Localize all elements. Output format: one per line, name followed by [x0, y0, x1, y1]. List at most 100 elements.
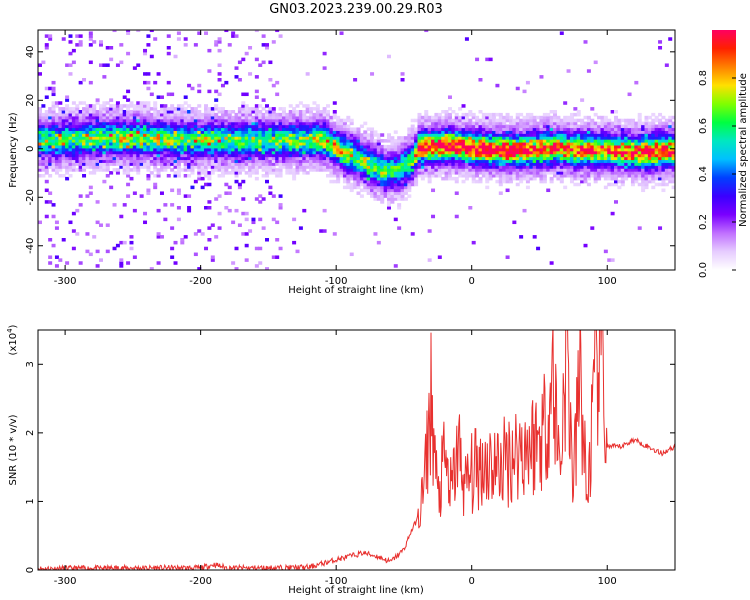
heatmap-cell [268, 78, 273, 82]
heatmap-cell [349, 162, 354, 166]
heatmap-cell [522, 133, 527, 137]
heatmap-cell [529, 156, 534, 161]
heatmap-cell [620, 150, 625, 155]
heatmap-cell [536, 144, 541, 149]
heatmap-cell [403, 179, 408, 184]
heatmap-cell [48, 159, 53, 163]
heatmap-cell [309, 133, 314, 137]
heatmap-cell [610, 159, 615, 163]
heatmap-cell [525, 124, 530, 129]
heatmap-cell [441, 147, 446, 152]
heatmap-cell [82, 133, 87, 137]
heatmap-cell [126, 171, 131, 175]
heatmap-cell [454, 150, 459, 155]
heatmap-cell [519, 171, 524, 175]
heatmap-cell [136, 104, 141, 108]
heatmap-cell [532, 144, 537, 149]
heatmap-cell [278, 121, 283, 126]
heatmap-cell [403, 153, 408, 158]
heatmap-cell [58, 144, 63, 149]
heatmap-cell [271, 217, 276, 222]
heatmap-cell [471, 115, 476, 120]
heatmap-cell [146, 153, 151, 158]
heatmap-cell [156, 171, 161, 175]
heatmap-cell [393, 142, 398, 146]
heatmap-cell [583, 165, 588, 169]
heatmap-cell [671, 115, 675, 120]
heatmap-cell [424, 156, 429, 161]
heatmap-cell [434, 144, 439, 149]
heatmap-cell [159, 147, 164, 152]
heatmap-cell [92, 104, 97, 108]
heatmap-cell [583, 121, 588, 126]
heatmap-cell [265, 162, 270, 166]
heatmap-cell [129, 156, 134, 161]
heatmap-cell [502, 176, 507, 181]
heatmap-cell [363, 168, 368, 172]
heatmap-cell [332, 101, 337, 105]
heatmap-cell [569, 124, 574, 129]
heatmap-cell [122, 147, 127, 152]
heatmap-cell [641, 168, 646, 172]
heatmap-cell [251, 168, 256, 172]
heatmap-cell [234, 66, 239, 70]
heatmap-cell [305, 150, 310, 155]
heatmap-cell [295, 147, 300, 152]
heatmap-cell [630, 153, 635, 158]
heatmap-cell [278, 159, 283, 163]
heatmap-cell [468, 147, 473, 152]
heatmap-cell [51, 118, 56, 123]
heatmap-cell [492, 124, 497, 129]
heatmap-cell [98, 150, 103, 155]
heatmap-cell [190, 86, 195, 91]
heatmap-cell [600, 115, 605, 120]
heatmap-cell [254, 150, 259, 155]
heatmap-cell [237, 153, 242, 158]
heatmap-cell [475, 165, 480, 169]
heatmap-cell [536, 171, 541, 175]
heatmap-cell [431, 147, 436, 152]
heatmap-cell [444, 133, 449, 137]
heatmap-cell [98, 130, 103, 134]
heatmap-cell [275, 92, 280, 97]
heatmap-cell [261, 144, 266, 149]
heatmap-cell [386, 203, 391, 207]
heatmap-cell [220, 171, 225, 175]
heatmap-cell [515, 136, 520, 140]
heatmap-cell [353, 136, 358, 140]
heatmap-cell [244, 133, 249, 137]
heatmap-cell [661, 127, 666, 131]
heatmap-cell [237, 168, 242, 172]
heatmap-cell [471, 112, 476, 117]
heatmap-cell [275, 136, 280, 140]
heatmap-cell [200, 118, 205, 123]
heatmap-cell [363, 159, 368, 163]
heatmap-cell [71, 127, 76, 131]
heatmap-cell [586, 127, 591, 131]
heatmap-cell [234, 136, 239, 140]
heatmap-cell [312, 121, 317, 126]
heatmap-cell [132, 162, 137, 166]
heatmap-cell [44, 200, 49, 204]
heatmap-cell [295, 139, 300, 143]
heatmap-cell [576, 130, 581, 134]
heatmap-cell [271, 118, 276, 123]
heatmap-cell [461, 121, 466, 126]
heatmap-cell [441, 110, 446, 114]
heatmap-cell [132, 124, 137, 129]
heatmap-cell [275, 150, 280, 155]
heatmap-cell [38, 121, 42, 126]
heatmap-cell [468, 168, 473, 172]
heatmap-cell [170, 112, 175, 117]
heatmap-cell [281, 153, 286, 158]
heatmap-cell [410, 159, 415, 163]
heatmap-cell [376, 185, 381, 190]
heatmap-cell [508, 174, 513, 178]
heatmap-cell [146, 142, 151, 146]
heatmap-cell [109, 121, 114, 126]
heatmap-cell [468, 142, 473, 146]
heatmap-cell [542, 112, 547, 117]
heatmap-cell [471, 162, 476, 166]
heatmap-cell [109, 162, 114, 166]
heatmap-cell [553, 156, 558, 161]
